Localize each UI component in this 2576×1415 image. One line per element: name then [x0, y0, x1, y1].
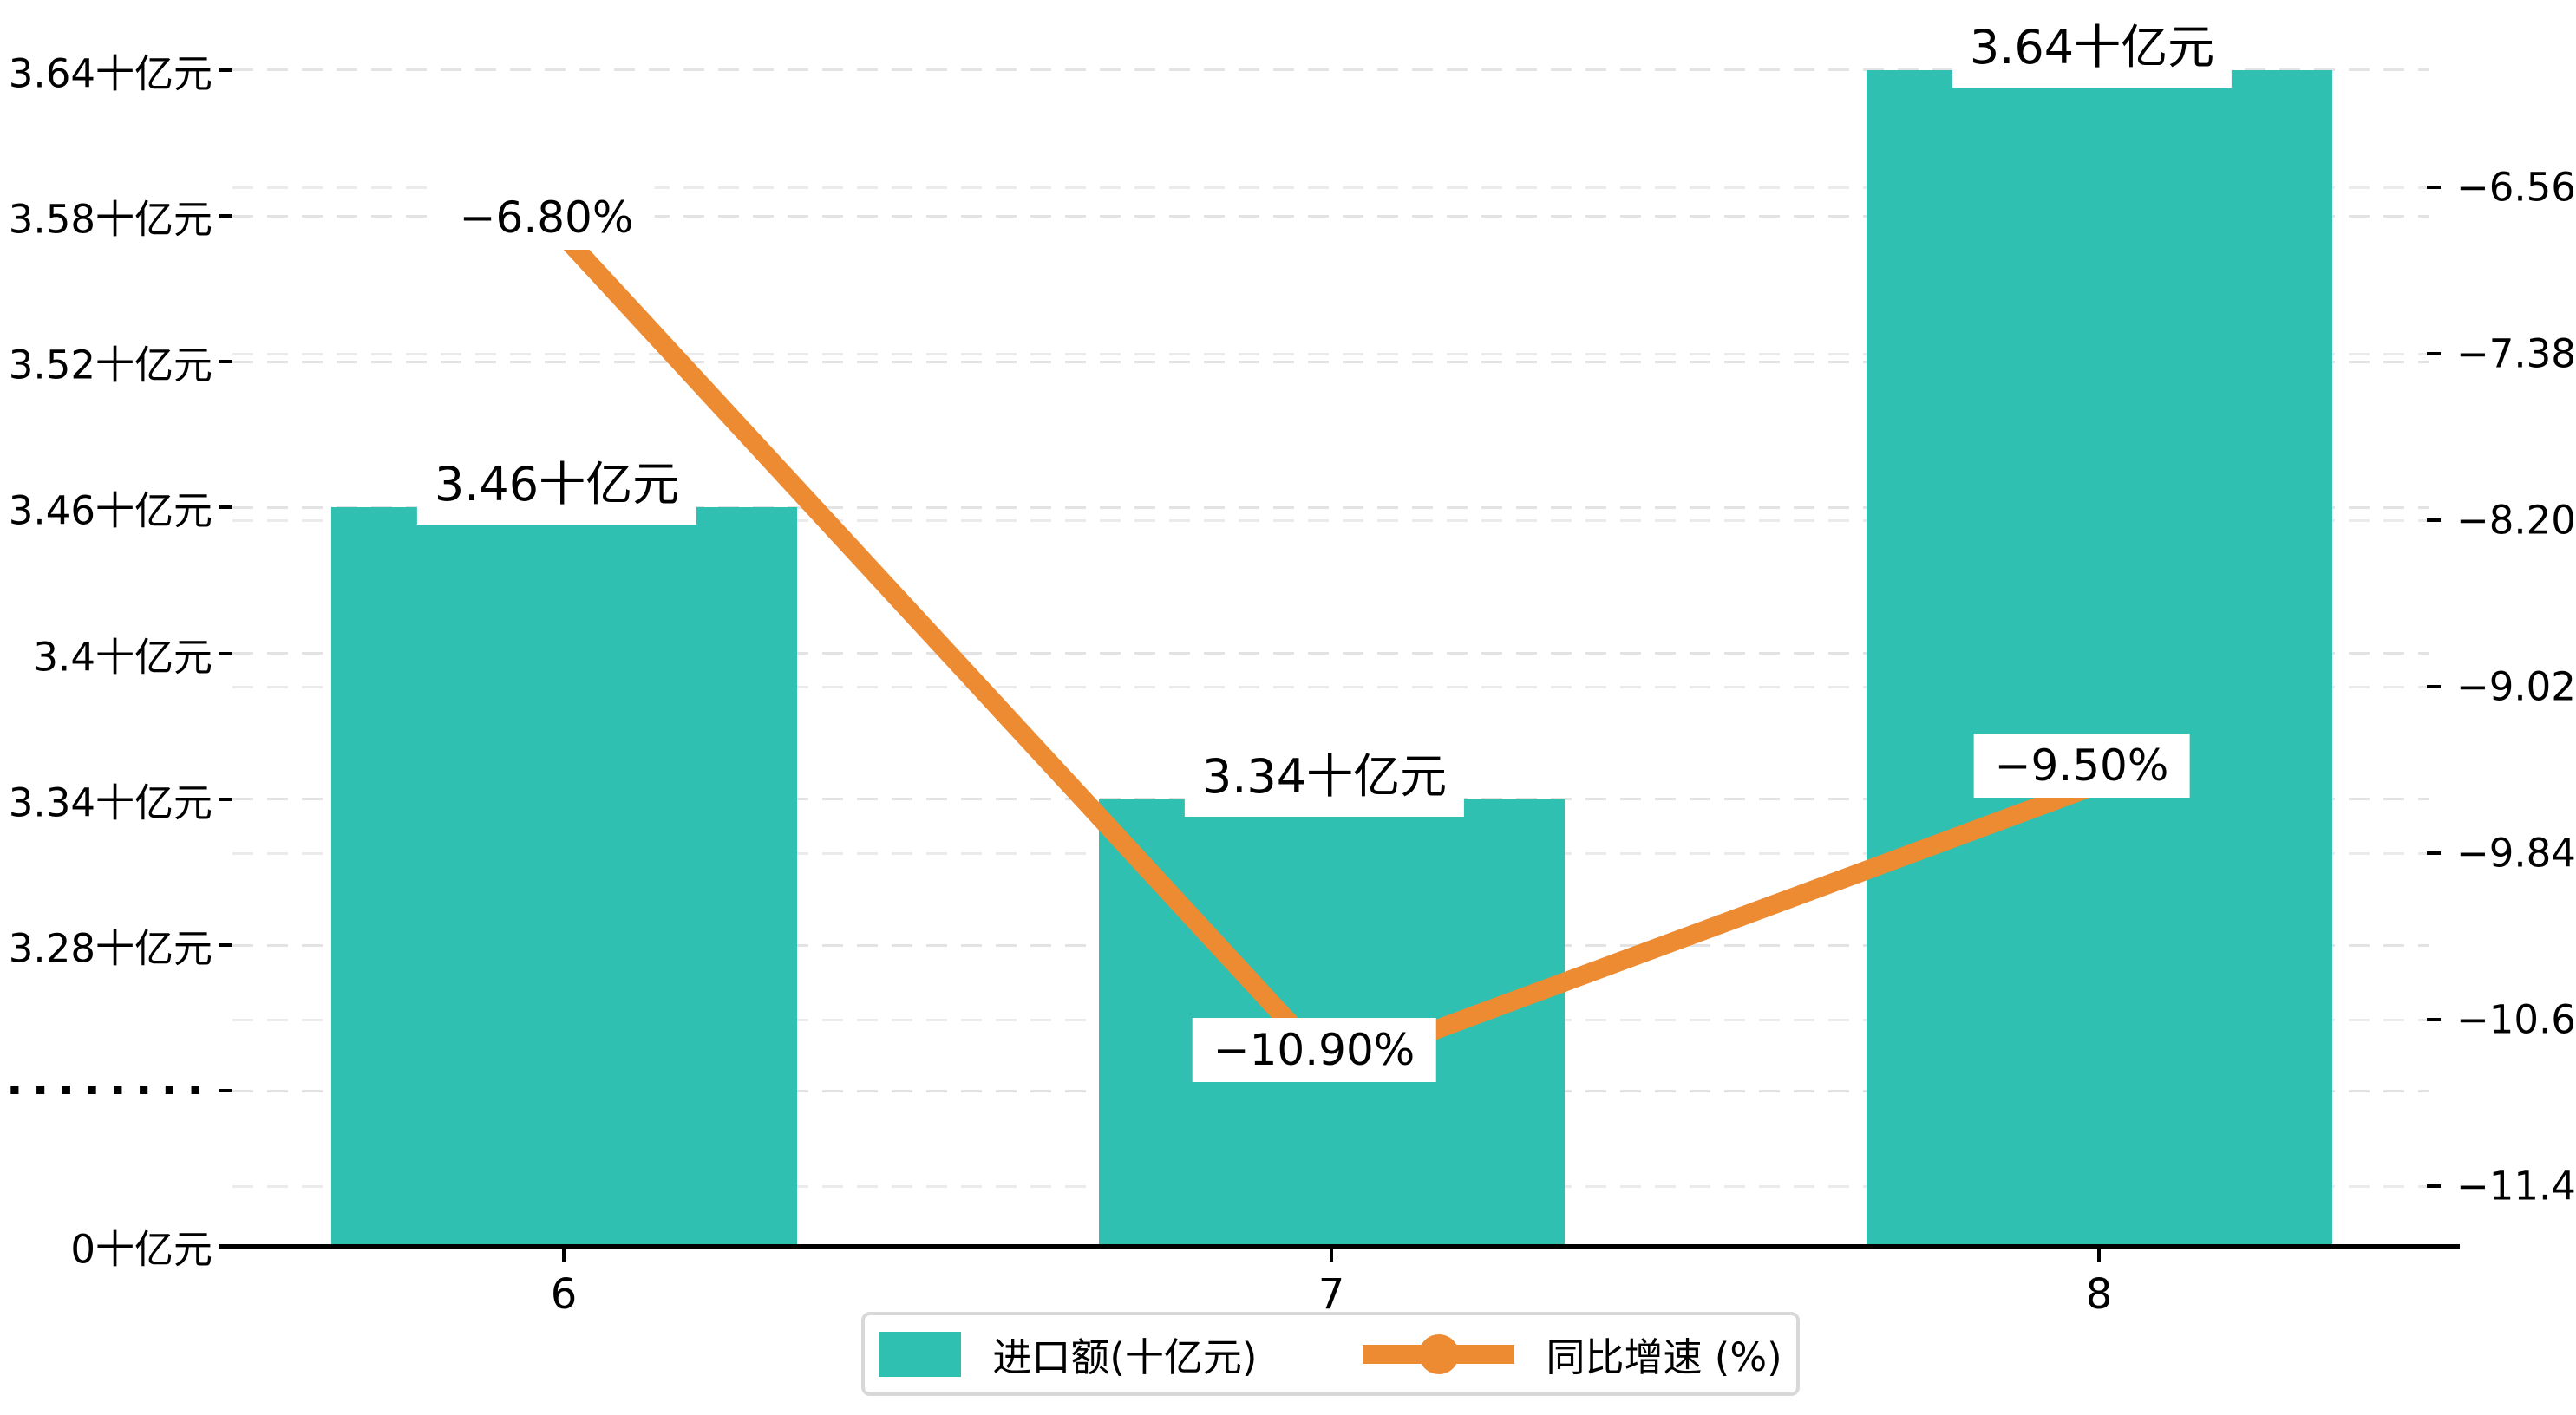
left-tick: [219, 797, 232, 801]
right-tick-label: −11.48: [2456, 1163, 2576, 1210]
bar: [330, 507, 797, 1246]
x-axis-line: [219, 1244, 2460, 1249]
left-tick: [219, 360, 232, 364]
right-tick: [2427, 1018, 2441, 1021]
right-tick: [2427, 1184, 2441, 1188]
right-tick-label: −8.20: [2456, 497, 2576, 544]
legend: 进口额(十亿元) 同比增速 (%): [861, 1312, 1800, 1396]
x-tick: [1330, 1248, 1333, 1262]
right-tick: [2427, 851, 2441, 855]
legend-line-label: 同比增速 (%): [1546, 1334, 1782, 1380]
gridline-right: [232, 518, 2429, 522]
gridline-right: [232, 352, 2429, 355]
right-tick: [2427, 352, 2441, 355]
gridline-left: [232, 360, 2429, 363]
left-tick: [219, 505, 232, 510]
line-value-label: −9.50%: [1973, 734, 2190, 799]
x-tick-label: 6: [550, 1270, 578, 1319]
right-tick-label: −9.84: [2456, 830, 2576, 877]
gridline-left: [232, 505, 2429, 509]
gridline-left: [232, 214, 2429, 218]
right-tick: [2427, 186, 2441, 189]
left-tick: [219, 1244, 232, 1248]
left-tick: [219, 943, 232, 947]
x-tick-label: 8: [2085, 1270, 2113, 1319]
legend-bar-label: 进口额(十亿元): [992, 1334, 1258, 1380]
left-tick: [219, 651, 232, 655]
legend-line-marker: [1363, 1332, 1515, 1377]
left-tick-label: 3.28十亿元: [8, 925, 212, 972]
right-tick-label: −7.38: [2456, 330, 2576, 377]
left-tick-label: 3.58十亿元: [8, 196, 212, 243]
left-tick-label: 3.52十亿元: [8, 342, 212, 388]
x-tick-label: 7: [1317, 1270, 1345, 1319]
right-tick: [2427, 685, 2441, 688]
left-tick-label: ·········: [0, 1065, 212, 1117]
legend-bar-swatch: [879, 1331, 962, 1377]
gridline-right: [232, 685, 2429, 688]
right-axis-end-tick: [2427, 1244, 2441, 1248]
right-tick-label: −9.02: [2456, 663, 2576, 710]
bar-value-label: 3.34十亿元: [1184, 727, 1465, 817]
left-tick: [219, 1089, 232, 1092]
line-value-label: −6.80%: [438, 186, 655, 251]
gridline-right: [232, 186, 2429, 189]
left-tick: [219, 68, 232, 72]
right-tick-label: −10.66: [2456, 996, 2576, 1043]
growth-line: [556, 229, 2102, 1080]
x-tick: [2097, 1248, 2101, 1262]
bar: [1866, 69, 2332, 1246]
left-tick-label: 3.46十亿元: [8, 487, 212, 534]
left-tick: [219, 214, 232, 218]
left-tick-label: 3.64十亿元: [8, 50, 212, 97]
left-tick-label: 0十亿元: [70, 1226, 212, 1273]
legend-line-dot-icon: [1418, 1333, 1459, 1374]
gridline-left: [232, 68, 2429, 72]
left-tick-label: 3.4十亿元: [33, 634, 212, 681]
right-tick-label: −6.56: [2456, 164, 2576, 211]
bar-value-label: 3.64十亿元: [1952, 0, 2233, 88]
bar-value-label: 3.46十亿元: [416, 435, 697, 525]
left-tick-label: 3.34十亿元: [8, 779, 212, 826]
right-tick: [2427, 518, 2441, 522]
gridline-left: [232, 652, 2429, 655]
x-tick: [562, 1248, 566, 1262]
line-value-label: −10.90%: [1192, 1018, 1436, 1083]
